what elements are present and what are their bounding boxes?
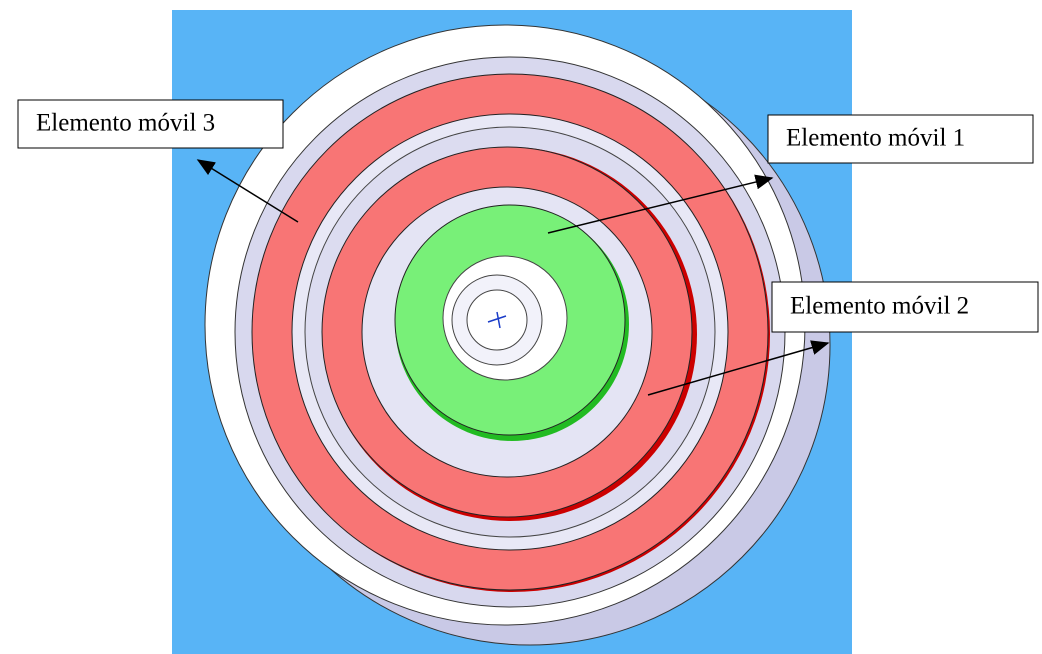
label-box: [17, 99, 284, 149]
label: Elemento móvil 2: [790, 293, 969, 320]
callouts: Elemento móvil 3 Elemento móvil 1 Elemen…: [17, 99, 1039, 396]
arrow: [196, 159, 299, 223]
arrow: [647, 340, 830, 396]
arrow: [547, 174, 774, 234]
label: Elemento móvil 3: [36, 110, 215, 137]
label-box: [767, 114, 1034, 164]
label: Elemento móvil 1: [786, 125, 965, 152]
label-box: [771, 281, 1039, 333]
wheel: [204, 24, 831, 646]
